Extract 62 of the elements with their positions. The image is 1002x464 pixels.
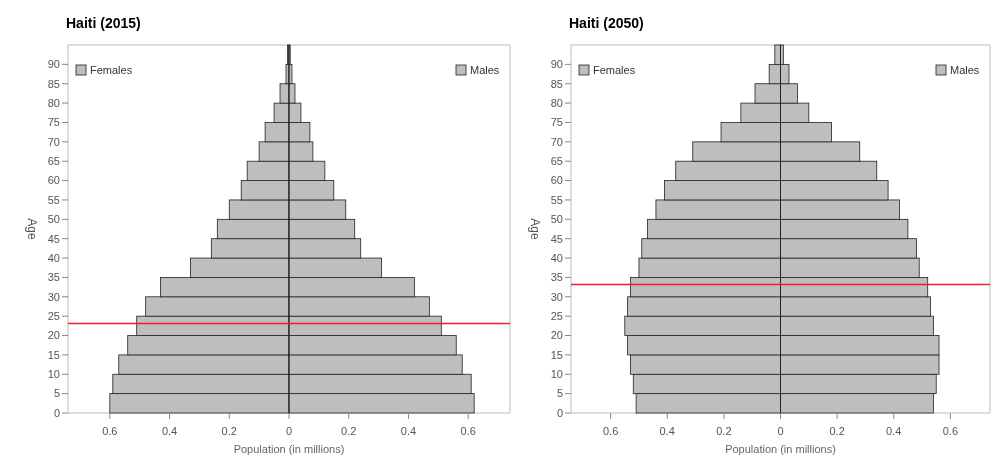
x-tick-label: 0.6 (942, 425, 959, 437)
y-tick-label: 85 (550, 77, 563, 90)
y-tick-label: 70 (550, 135, 563, 148)
y-tick-label: 50 (550, 213, 563, 226)
x-tick-label: 0 (777, 425, 784, 437)
x-tick-label: 0.6 (602, 425, 619, 437)
y-tick-label: 5 (53, 387, 60, 400)
x-tick-label: 0.6 (102, 425, 118, 437)
y-tick-label: 70 (47, 135, 60, 148)
y-tick-label: 90 (550, 58, 563, 71)
chart-title: Haiti (2050) (569, 15, 644, 31)
y-tick-label: 15 (47, 348, 60, 361)
y-tick-label: 80 (550, 96, 563, 109)
y-tick-label: 55 (47, 193, 60, 206)
y-tick-label: 40 (550, 251, 563, 264)
legend-label: Males (950, 64, 980, 76)
x-tick-label: 0.6 (460, 425, 476, 437)
x-tick-label: 0.2 (716, 425, 732, 437)
x-tick-label: 0.2 (221, 425, 237, 437)
y-tick-label: 75 (47, 116, 60, 129)
y-tick-label: 50 (47, 213, 60, 226)
y-axis-title: Age (25, 218, 39, 240)
x-tick-label: 0.2 (341, 425, 357, 437)
y-tick-label: 25 (47, 310, 60, 323)
y-tick-label: 60 (550, 174, 563, 187)
x-tick-label: 0.4 (886, 425, 902, 437)
legend-label: Females (90, 64, 133, 76)
y-tick-label: 0 (556, 406, 563, 419)
x-tick-label: 0.4 (659, 425, 675, 437)
y-tick-label: 55 (550, 193, 563, 206)
y-tick-label: 5 (556, 387, 563, 400)
y-tick-label: 35 (550, 271, 563, 284)
y-tick-label: 40 (47, 251, 60, 264)
y-tick-label: 90 (47, 58, 60, 71)
y-tick-label: 60 (47, 174, 60, 187)
legend-label: Males (470, 64, 500, 76)
y-tick-label: 45 (47, 232, 60, 245)
y-tick-label: 20 (47, 329, 60, 342)
x-axis-title: Population (in millions) (725, 443, 836, 455)
legend-label: Females (593, 64, 636, 76)
y-tick-label: 15 (550, 348, 563, 361)
y-tick-label: 20 (550, 329, 563, 342)
y-tick-label: 35 (47, 271, 60, 284)
y-tick-label: 0 (53, 406, 60, 419)
x-tick-label: 0.2 (829, 425, 845, 437)
y-tick-label: 10 (47, 368, 60, 381)
y-tick-label: 85 (47, 77, 60, 90)
y-axis-title: Age (528, 218, 542, 240)
y-tick-label: 25 (550, 310, 563, 323)
y-tick-label: 75 (550, 116, 563, 129)
y-tick-label: 10 (550, 368, 563, 381)
x-tick-label: 0.4 (400, 425, 417, 437)
y-tick-label: 30 (550, 290, 563, 303)
x-tick-label: 0 (285, 425, 293, 437)
x-axis-title: Population (in millions) (233, 443, 345, 455)
y-tick-label: 65 (47, 155, 60, 168)
y-tick-label: 45 (550, 232, 563, 245)
y-tick-label: 30 (47, 290, 60, 303)
chart-title: Haiti (2015) (66, 15, 141, 31)
x-tick-label: 0.4 (161, 425, 178, 437)
y-tick-label: 65 (550, 155, 563, 168)
y-tick-label: 80 (47, 96, 60, 109)
